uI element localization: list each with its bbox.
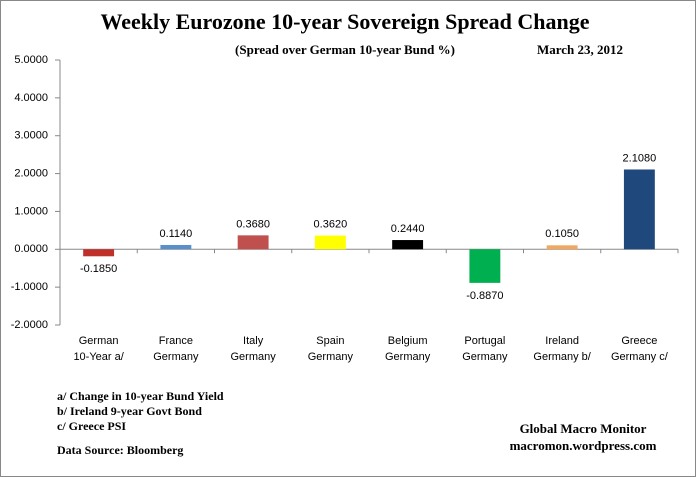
bar xyxy=(469,249,501,283)
y-tick-label: 1.0000 xyxy=(14,205,48,217)
value-label: 2.1080 xyxy=(623,152,657,164)
value-label: -0.1850 xyxy=(80,263,117,275)
bar xyxy=(160,244,192,250)
y-tick-label: 2.0000 xyxy=(14,167,48,179)
value-label: 0.3680 xyxy=(236,218,270,230)
chart-subtitle: (Spread over German 10-year Bund %) xyxy=(235,42,455,57)
chart-date: March 23, 2012 xyxy=(537,42,623,57)
y-tick-label: 0.0000 xyxy=(14,243,48,255)
value-label: 0.3620 xyxy=(314,218,348,230)
footnote: a/ Change in 10-year Bund Yield xyxy=(57,389,224,403)
bar xyxy=(314,235,346,250)
x-tick-label: France Germany xyxy=(153,335,199,363)
value-label: 0.2440 xyxy=(391,223,425,235)
value-label: 0.1140 xyxy=(159,228,192,240)
value-label: -0.8870 xyxy=(466,290,503,302)
x-tick-label: Belgium Germany xyxy=(385,335,431,363)
y-tick-label: -1.0000 xyxy=(11,281,48,293)
bar xyxy=(237,235,269,250)
bar xyxy=(546,245,578,250)
footnote: c/ Greece PSI xyxy=(57,419,126,433)
value-label: 0.1050 xyxy=(545,228,579,240)
x-tick-label: Ireland Germany b/ xyxy=(533,335,591,363)
x-tick-label: Italy Germany xyxy=(230,335,276,363)
bar xyxy=(623,169,655,250)
credit: macromon.wordpress.com xyxy=(510,438,657,453)
bar xyxy=(83,249,115,257)
y-tick-label: -2.0000 xyxy=(11,319,48,331)
footnote: b/ Ireland 9-year Govt Bond xyxy=(57,404,202,418)
y-tick-label: 5.0000 xyxy=(14,54,48,66)
x-tick-label: Greece Germany c/ xyxy=(610,335,668,363)
x-tick-label: Portugal Germany xyxy=(462,335,508,363)
x-tick-label: Spain Germany xyxy=(307,335,353,363)
y-tick-label: 3.0000 xyxy=(14,130,48,142)
source: Data Source: Bloomberg xyxy=(57,443,183,457)
bar xyxy=(392,240,424,250)
credit: Global Macro Monitor xyxy=(520,421,647,436)
chart-title: Weekly Eurozone 10-year Sovereign Spread… xyxy=(100,9,589,34)
y-tick-label: 4.0000 xyxy=(14,92,48,104)
x-tick-label: German 10-Year a/ xyxy=(73,335,124,363)
